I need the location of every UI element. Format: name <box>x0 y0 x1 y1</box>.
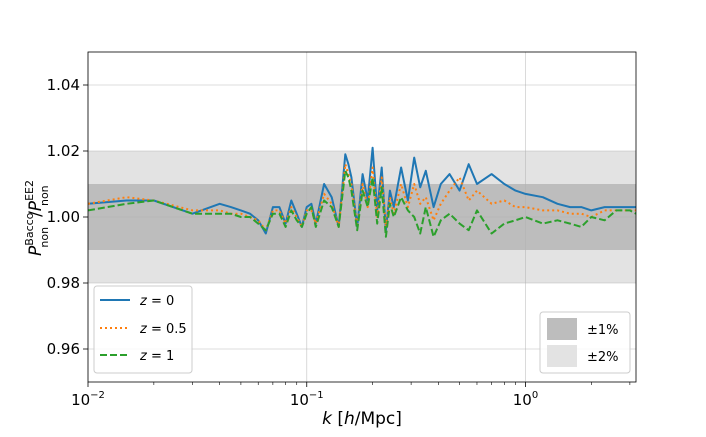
y-tick-label: 0.96 <box>47 340 80 358</box>
y-tick-label: 0.98 <box>47 274 80 292</box>
x-tick-label: 10−1 <box>290 390 324 409</box>
y-axis-ticks: 0.96 0.98 1.00 1.02 1.04 <box>47 76 88 358</box>
legend-label-z0: z = 0 <box>139 294 174 309</box>
x-tick-label: 10−2 <box>71 390 105 409</box>
series-line-2 <box>88 169 636 238</box>
series-lines <box>88 146 636 238</box>
y-tick-label: 1.04 <box>47 76 80 94</box>
y-tick-label: 1.00 <box>47 208 80 226</box>
legend-swatch-2pct <box>547 345 577 367</box>
legend-swatch-1pct <box>547 318 577 340</box>
legend-label-1pct: ±1% <box>587 323 619 338</box>
legend-label-z1: z = 1 <box>139 349 174 364</box>
x-axis-label: k [h/Mpc] <box>322 409 402 429</box>
x-tick-label: 100 <box>513 390 538 409</box>
legend-bands: ±1% ±2% <box>539 311 631 374</box>
legend-label-z05: z = 0.5 <box>139 322 187 337</box>
x-axis-ticks: 10−2 10−1 100 <box>71 382 631 409</box>
legend-lines: z = 0 z = 0.5 z = 1 <box>93 285 193 374</box>
y-tick-label: 1.02 <box>47 142 80 160</box>
y-axis-label: PBacco non/PEE2 non <box>23 180 51 256</box>
legend-label-2pct: ±2% <box>587 350 619 365</box>
